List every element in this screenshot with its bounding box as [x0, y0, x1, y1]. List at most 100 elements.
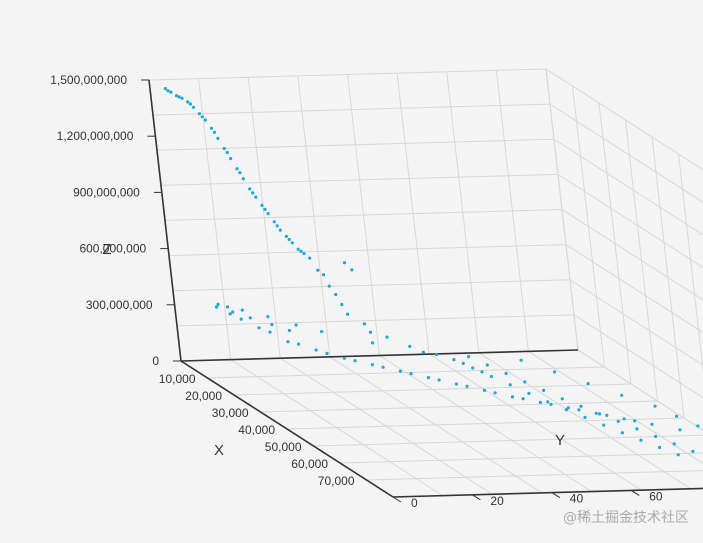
data-point: [353, 359, 357, 363]
data-point: [216, 136, 220, 140]
z-tick-label: 0: [152, 354, 159, 368]
back-wall-gridline: [557, 173, 703, 268]
x-tick-label: 10,000: [159, 372, 196, 386]
data-point: [485, 363, 489, 367]
data-point: [251, 191, 255, 195]
data-point: [549, 402, 553, 406]
data-point: [266, 212, 270, 216]
data-point: [381, 365, 385, 369]
left-wall-gridline: [446, 71, 480, 353]
x-tick-label: 50,000: [265, 440, 302, 454]
data-point: [504, 371, 508, 376]
data-point: [240, 308, 244, 312]
z-tick-label: 300,000,000: [86, 298, 153, 312]
points-layer: [163, 87, 700, 457]
x-tick-label: 60,000: [291, 457, 328, 471]
data-point: [489, 374, 493, 379]
data-point: [275, 224, 279, 228]
left-wall-gridline: [148, 68, 547, 81]
y-tick-mark: [392, 496, 402, 503]
data-point: [461, 361, 465, 365]
data-point: [228, 312, 232, 316]
data-point: [163, 87, 167, 91]
data-point: [654, 434, 658, 438]
left-wall-gridline: [545, 68, 579, 351]
y-tick-mark: [551, 492, 561, 499]
data-point: [635, 427, 639, 431]
back-wall-gridline: [561, 209, 703, 301]
tick-labels-layer: 10,000 20,000 30,000 40,000 50,000 60,000 70,0…: [50, 73, 663, 510]
data-point: [564, 408, 569, 412]
data-point: [177, 95, 181, 99]
data-point: [197, 112, 201, 116]
z-tick-label: 1,200,000,000: [57, 129, 134, 143]
data-point: [209, 126, 214, 130]
data-point: [327, 284, 331, 288]
x-tick-mark: [233, 394, 243, 401]
data-point: [362, 322, 366, 326]
x-tick-label: 70,000: [318, 474, 355, 488]
y-axis-title: Y: [555, 432, 565, 449]
floor-gridline: [313, 434, 703, 447]
data-point: [203, 118, 207, 122]
x-tick-label: 20,000: [185, 389, 222, 403]
watermark: @稀土掘金技术社区: [563, 510, 689, 526]
data-point: [620, 393, 624, 397]
data-point: [527, 391, 531, 395]
left-wall-gridline: [160, 173, 559, 186]
data-point: [287, 328, 291, 333]
floor-gridline: [428, 353, 642, 491]
data-point: [385, 335, 389, 339]
data-point: [263, 207, 267, 211]
floor-gridline: [478, 352, 692, 490]
data-point: [672, 442, 676, 446]
data-point: [538, 400, 543, 404]
data-point: [658, 445, 662, 450]
y-tick-label: 0: [411, 496, 418, 510]
z-axis-title: Z: [102, 241, 111, 258]
data-point: [299, 249, 303, 253]
data-point: [200, 115, 204, 119]
data-point: [316, 268, 320, 272]
data-point: [235, 167, 239, 171]
data-point: [191, 105, 196, 109]
data-point: [521, 397, 525, 401]
data-point: [605, 413, 609, 417]
data-point: [229, 157, 233, 161]
data-point: [616, 419, 620, 423]
data-point: [583, 415, 587, 419]
y-axis-front-line: [392, 487, 703, 498]
x-tick-label: 30,000: [212, 406, 249, 420]
y-axis-line: [180, 349, 579, 362]
back-wall-gridline: [545, 68, 703, 171]
floor-gridline: [366, 470, 703, 481]
data-point: [653, 404, 657, 408]
data-point: [314, 348, 318, 352]
data-point: [602, 423, 606, 427]
data-point: [320, 330, 324, 334]
data-point: [266, 315, 270, 319]
data-point: [239, 317, 243, 321]
data-point: [691, 449, 695, 453]
z-tick-label: 600,000,000: [79, 242, 146, 256]
left-wall-gridline: [396, 73, 430, 355]
y-tick-mark: [630, 489, 640, 496]
data-point: [222, 146, 226, 151]
axes-layer: [148, 79, 703, 498]
data-point: [257, 326, 261, 330]
left-wall-gridline: [152, 103, 551, 116]
data-point: [409, 372, 413, 376]
y-tick-label: 20: [490, 494, 504, 508]
data-point: [579, 404, 583, 408]
data-point: [467, 355, 471, 359]
data-point: [278, 228, 282, 232]
data-point: [674, 414, 679, 418]
data-point: [296, 247, 300, 251]
data-point: [294, 323, 298, 327]
data-point: [434, 353, 439, 357]
back-wall-gridline: [569, 279, 703, 366]
data-point: [260, 203, 264, 207]
data-point: [598, 412, 602, 416]
floor-gridline: [577, 349, 703, 431]
data-point: [169, 90, 173, 94]
